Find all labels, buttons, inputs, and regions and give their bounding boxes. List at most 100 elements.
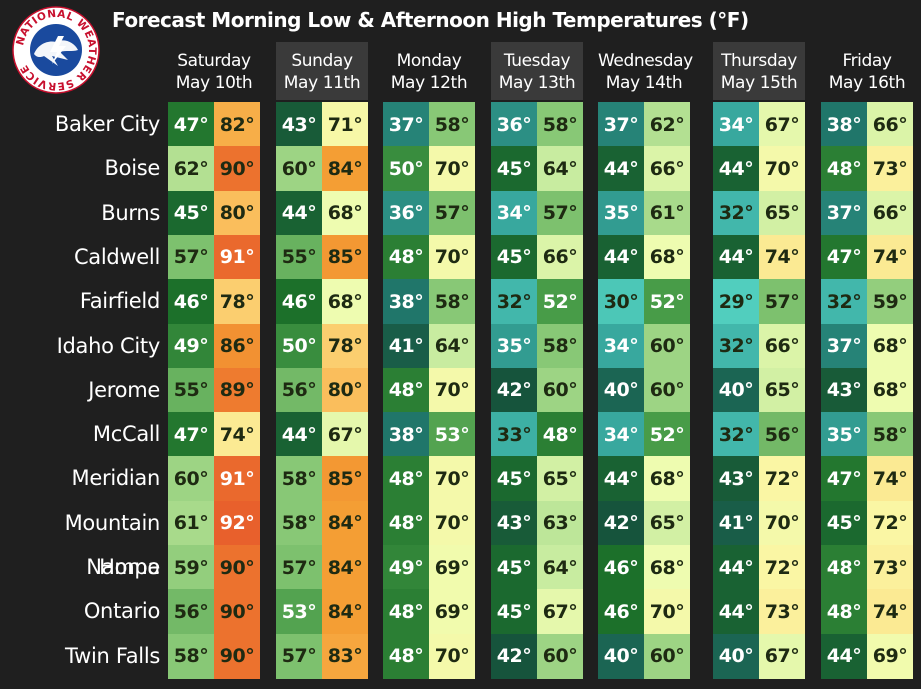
high-temp-cell: 70° [759,500,805,546]
day-header-sunday: Sunday May 11th [276,42,368,100]
high-temp-cell: 83° [322,633,368,679]
low-temp-cell: 30° [598,279,644,325]
high-temp-cell: 67° [759,633,805,679]
low-temp-cell: 42° [491,633,537,679]
day-date: May 14th [605,73,683,93]
high-temp-cell: 59° [867,279,913,325]
low-temp-cell: 47° [168,102,214,147]
city-label: Jerome [88,377,160,402]
high-temp-cell: 74° [214,412,260,458]
high-temp-cell: 90° [214,633,260,679]
low-temp-cell: 47° [821,234,867,280]
high-temp-cell: 70° [429,146,475,192]
low-temp-cell: 46° [598,589,644,635]
city-label: Mountain Home [64,510,161,579]
low-temp-cell: 41° [713,500,759,546]
low-temp-cell: 46° [276,279,322,325]
high-temp-cell: 72° [759,456,805,502]
low-temp-cell: 57° [276,545,322,590]
low-temp-cell: 33° [491,412,537,458]
low-temp-cell: 38° [383,279,429,325]
city-label: Idaho City [56,333,161,358]
city-label: Nampa [86,555,160,579]
low-temp-cell: 38° [383,412,429,458]
day-header-tuesday: Tuesday May 13th [491,42,583,100]
high-temp-cell: 66° [537,234,583,280]
high-temp-cell: 74° [867,589,913,635]
low-temp-cell: 42° [491,367,537,413]
low-temp-cell: 44° [276,190,322,236]
high-temp-cell: 73° [867,545,913,590]
low-temp-cell: 50° [383,146,429,192]
city-label: Meridian [71,466,161,491]
high-temp-cell: 64° [537,146,583,192]
high-temp-cell: 58° [429,102,475,147]
high-temp-cell: 65° [759,190,805,236]
low-temp-cell: 44° [598,456,644,502]
high-temp-cell: 60° [644,367,690,413]
low-temp-cell: 43° [491,500,537,546]
low-temp-cell: 44° [713,545,759,590]
low-temp-cell: 62° [168,146,214,192]
city-label: Baker City [54,112,160,136]
day-weekday: Monday [396,51,462,71]
high-temp-cell: 90° [214,146,260,192]
high-temp-cell: 90° [214,589,260,635]
low-temp-cell: 32° [713,412,759,458]
high-temp-cell: 58° [537,323,583,369]
low-temp-cell: 60° [168,456,214,502]
low-temp-cell: 42° [598,500,644,546]
high-temp-cell: 66° [759,323,805,369]
high-temp-cell: 68° [644,545,690,590]
high-temp-cell: 70° [429,367,475,413]
low-temp-cell: 45° [491,545,537,590]
day-date: May 10th [175,73,253,93]
day-weekday: Sunday [291,51,353,71]
high-temp-cell: 74° [867,234,913,280]
day-header-friday: Friday May 16th [821,42,913,100]
high-temp-cell: 68° [322,279,368,325]
high-temp-cell: 66° [644,146,690,192]
high-temp-cell: 68° [867,367,913,413]
low-temp-cell: 45° [168,190,214,236]
low-temp-cell: 48° [383,367,429,413]
low-temp-cell: 59° [168,545,214,590]
high-temp-cell: 66° [867,102,913,147]
day-weekday: Thursday [721,51,797,71]
high-temp-cell: 70° [429,500,475,546]
low-temp-cell: 32° [491,279,537,325]
low-temp-cell: 55° [168,367,214,413]
low-temp-cell: 41° [383,323,429,369]
high-temp-cell: 52° [644,412,690,458]
high-temp-cell: 72° [867,500,913,546]
low-temp-cell: 34° [598,323,644,369]
city-label: Ontario [83,599,160,624]
low-temp-cell: 53° [276,589,322,635]
day-header-wednesday: Wednesday May 14th [598,42,693,100]
high-temp-cell: 84° [322,146,368,192]
low-temp-cell: 48° [821,589,867,635]
low-temp-cell: 32° [821,279,867,325]
high-temp-cell: 74° [759,234,805,280]
low-temp-cell: 37° [383,102,429,147]
high-temp-cell: 80° [322,367,368,413]
low-temp-cell: 57° [276,633,322,679]
low-temp-cell: 48° [383,589,429,635]
low-temp-cell: 40° [598,633,644,679]
high-temp-cell: 70° [429,234,475,280]
high-temp-cell: 63° [537,500,583,546]
high-temp-cell: 84° [322,545,368,590]
low-temp-cell: 56° [276,367,322,413]
high-temp-cell: 57° [537,190,583,236]
high-temp-cell: 70° [429,456,475,502]
city-label: Twin Falls [65,643,160,668]
high-temp-cell: 69° [867,633,913,679]
page-title: Forecast Morning Low & Afternoon High Te… [112,8,749,32]
high-temp-cell: 53° [429,412,475,458]
high-temp-cell: 61° [644,190,690,236]
high-temp-cell: 70° [644,589,690,635]
low-temp-cell: 48° [821,545,867,590]
high-temp-cell: 92° [214,500,260,546]
low-temp-cell: 46° [598,545,644,590]
high-temp-cell: 56° [759,412,805,458]
